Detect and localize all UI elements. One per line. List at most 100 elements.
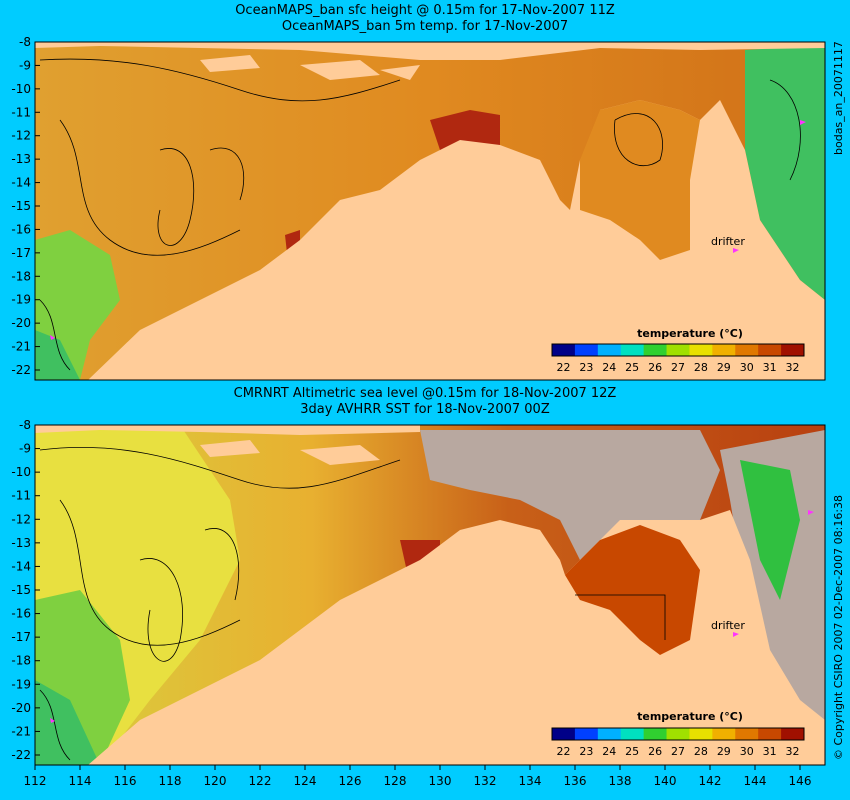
panel2-lat-tick-label: -17	[11, 630, 31, 644]
panel1-colorbar-swatch	[712, 344, 736, 356]
panel2-colorbar-swatch	[643, 728, 668, 740]
panel1-lat-tick-label: -12	[11, 129, 31, 143]
panel2-lat-tick-label: -13	[11, 536, 31, 550]
panel1-lat-tick-label: -19	[11, 293, 31, 307]
panel2-colorbar-swatch	[712, 728, 736, 740]
panel2-colorbar-tick-label: 28	[694, 745, 708, 758]
panel2-lat-tick-label: -18	[11, 654, 31, 668]
lon-tick-label: 130	[429, 774, 452, 788]
lon-tick-label: 138	[609, 774, 632, 788]
panel1-drifter-label: drifter	[711, 235, 745, 248]
lon-tick-label: 124	[294, 774, 317, 788]
panel1-colorbar-tick-label: 23	[579, 361, 593, 374]
panel2-lat-tick-label: -14	[11, 559, 31, 573]
panel1-colorbar-swatch	[620, 344, 645, 356]
panel2-lat-tick-label: -22	[11, 748, 31, 762]
panel1-lat-tick-label: -9	[19, 58, 31, 72]
lon-tick-label: 114	[69, 774, 92, 788]
panel2-drifter-marker	[733, 632, 739, 637]
panel2-frame	[34, 424, 826, 766]
panel1-hot-water	[430, 110, 500, 150]
panel1-lat-tick-label: -17	[11, 246, 31, 260]
panel1-colorbar-tick-label: 26	[648, 361, 662, 374]
panel1-side-label: bodas_an_20071117	[832, 41, 845, 155]
panel1-colorbar-swatch	[552, 344, 576, 356]
panel2-colorbar-tick-label: 31	[763, 745, 777, 758]
panel2-lat-tick-label: -20	[11, 701, 31, 715]
panel2-colorbar-title: temperature (°C)	[637, 710, 743, 723]
lon-tick-label: 116	[114, 774, 137, 788]
panel1-colorbar-swatch	[781, 344, 805, 356]
panel2-drifter-label: drifter	[711, 619, 745, 632]
panel2-colorbar-swatch	[689, 728, 713, 740]
lon-tick-label: 120	[204, 774, 227, 788]
panel2-lat-axis: -8 -9 -10 -11 -12 -13 -14 -15 -16 -17 -18 -19 -20 -21…	[11, 418, 40, 762]
panel1-contours	[39, 58, 801, 371]
lon-tick-label: 118	[159, 774, 182, 788]
panel1-drifter-marker	[733, 248, 739, 253]
lon-tick-label: 142	[699, 774, 722, 788]
panel1-colorbar-swatch	[758, 344, 782, 356]
panel2-indonesia-land	[35, 425, 420, 435]
lon-tick-label: 136	[564, 774, 587, 788]
lon-axis: 112 114 116 118 120 122 124 126 128 130 132 134 136 1…	[24, 765, 812, 788]
panel1-colorbar-tick-label: 24	[602, 361, 616, 374]
panel2-map	[34, 424, 826, 766]
panel1-lat-tick-label: -21	[11, 340, 31, 354]
lon-tick-label: 122	[249, 774, 272, 788]
lon-tick-label: 144	[744, 774, 767, 788]
panel1-lat-tick-label: -11	[11, 105, 31, 119]
lon-tick-label: 146	[789, 774, 812, 788]
panel2-side-label: © Copyright CSIRO 2007 02-Dec-2007 08:16…	[832, 494, 845, 760]
lon-tick-label: 112	[24, 774, 47, 788]
panel2-colorbar-swatch	[666, 728, 690, 740]
panel1-colorbar-tick-label: 30	[740, 361, 754, 374]
lon-tick-label: 134	[519, 774, 542, 788]
panel2-colorbar-tick-label: 27	[671, 745, 685, 758]
panel2-lat-tick-label: -19	[11, 677, 31, 691]
panel2-colorbar-tick-label: 23	[579, 745, 593, 758]
panel1-colorbar-title: temperature (°C)	[637, 327, 743, 340]
panel1-title-line1: OceanMAPS_ban sfc height @ 0.15m for 17-…	[235, 3, 615, 18]
panel2-lat-tick-label: -10	[11, 465, 31, 479]
panel1-map	[34, 41, 826, 381]
lon-tick-label: 128	[384, 774, 407, 788]
panel2-title-line2: 3day AVHRR SST for 18-Nov-2007 00Z	[300, 402, 550, 417]
lon-tick-label: 126	[339, 774, 362, 788]
panel1-lat-tick-label: -8	[19, 35, 31, 49]
panel1-colorbar: 22 23 24 25 26 27 28 29 30 31 32	[551, 343, 805, 374]
panel1-colorbar-tick-label: 27	[671, 361, 685, 374]
panel1-colorbar-tick-label: 29	[717, 361, 731, 374]
panel2-lat-tick-label: -9	[19, 442, 31, 456]
panel2-colorbar-swatch	[597, 728, 622, 740]
lon-tick-label: 140	[654, 774, 677, 788]
panel1-colorbar-tick-label: 31	[763, 361, 777, 374]
panel1-colorbar-swatch	[643, 344, 668, 356]
panel2-lat-tick-label: -15	[11, 583, 31, 597]
panel2-colorbar-tick-label: 30	[740, 745, 754, 758]
panel2-colorbar-tick-label: 26	[648, 745, 662, 758]
panel1-colorbar-swatch	[689, 344, 713, 356]
panel1-colorbar-swatch	[574, 344, 599, 356]
panel2-colorbar-tick-label: 32	[786, 745, 800, 758]
panel2-cloud-mask	[420, 430, 720, 600]
panel2-title-line1: CMRNRT Altimetric sea level @0.15m for 1…	[233, 386, 617, 401]
panel2-colorbar-swatch	[620, 728, 645, 740]
panel1-lat-tick-label: -10	[11, 82, 31, 96]
panel2-colorbar-tick-label: 29	[717, 745, 731, 758]
lon-tick-label: 132	[474, 774, 497, 788]
panel1-frame	[34, 41, 826, 381]
panel1-colorbar-tick-label: 22	[556, 361, 570, 374]
panel2-colorbar-swatch	[758, 728, 782, 740]
panel2-lat-tick-label: -8	[19, 418, 31, 432]
panel2-lat-tick-label: -16	[11, 607, 31, 621]
panel2-contours	[39, 446, 666, 761]
panel2-colorbar-tick-label: 25	[625, 745, 639, 758]
panel2-colorbar: 22 23 24 25 26 27 28 29 30 31 32	[551, 727, 805, 758]
panel1-lat-tick-label: -15	[11, 199, 31, 213]
panel2-colorbar-tick-label: 24	[602, 745, 616, 758]
panel1-colorbar-swatch	[735, 344, 759, 356]
panel1-lat-tick-label: -20	[11, 316, 31, 330]
panel2-colorbar-swatch	[552, 728, 576, 740]
panel2-lat-tick-label: -21	[11, 724, 31, 738]
